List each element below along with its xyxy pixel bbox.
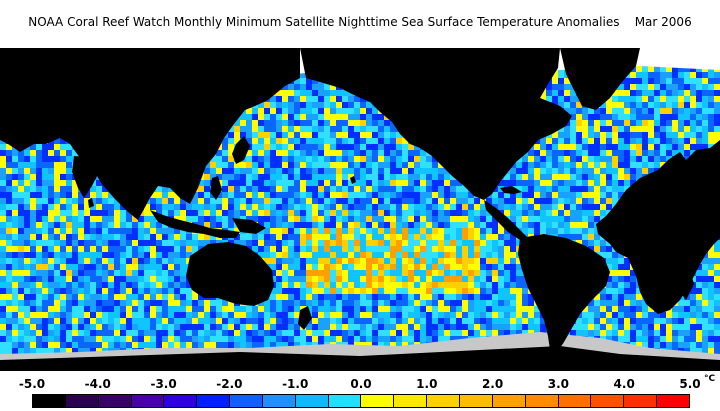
global-sst-anomaly-map: [0, 48, 720, 371]
colorbar-swatch: [164, 395, 198, 407]
colorbar-swatch: [492, 395, 526, 407]
colorbar-swatch: [65, 395, 99, 407]
colorbar-tick-labels: -5.0 -4.0 -3.0 -2.0 -1.0 0.0 1.0 2.0 3.0 4.0 5.0 °C: [0, 374, 720, 391]
colorbar-tick-label: 4.0: [613, 377, 635, 391]
colorbar-swatch: [459, 395, 493, 407]
colorbar-tick-label: -4.0: [84, 377, 111, 391]
colorbar-swatch: [197, 395, 231, 407]
colorbar-swatch: [230, 395, 263, 407]
colorbar-swatch: [427, 395, 460, 407]
colorbar: [32, 394, 690, 408]
colorbar-tick-label: 3.0: [547, 377, 570, 391]
colorbar-swatch: [394, 395, 428, 407]
colorbar-swatch: [262, 395, 296, 407]
colorbar-swatch: [525, 395, 559, 407]
colorbar-swatch: [361, 395, 395, 407]
colorbar-swatch: [657, 395, 689, 407]
colorbar-swatch: [131, 395, 165, 407]
colorbar-tick-label: -5.0: [18, 377, 46, 391]
colorbar-tick-label: 1.0: [416, 377, 438, 391]
colorbar-tick-label: 0.0: [350, 377, 372, 391]
caribbean-islands: [500, 186, 522, 194]
central-america-landmass: [484, 200, 528, 240]
japan-landmass: [232, 136, 250, 164]
philippines-landmass: [210, 176, 222, 200]
colorbar-swatch: [558, 395, 592, 407]
colorbar-swatch: [33, 395, 66, 407]
south-america-landmass: [518, 234, 610, 354]
colorbar-swatch: [328, 395, 362, 407]
europe-africa-landmass: [596, 48, 720, 314]
figure-title: NOAA Coral Reef Watch Monthly Minimum Sa…: [28, 15, 692, 29]
colorbar-swatch: [98, 395, 132, 407]
india-landmass: [72, 156, 100, 198]
eurasia-landmass: [0, 48, 300, 220]
sri-lanka-landmass: [88, 198, 94, 208]
north-america-landmass: [300, 48, 572, 200]
greenland-landmass: [560, 48, 640, 110]
madagascar-landmass: [680, 270, 694, 300]
new-guinea-landmass: [232, 218, 266, 234]
antarctica-landmass: [0, 346, 720, 371]
colorbar-swatch: [624, 395, 658, 407]
colorbar-tick-label: 5.0: [679, 377, 701, 391]
colorbar-tick-label: -3.0: [150, 377, 177, 391]
colorbar-swatch: [591, 395, 625, 407]
indonesia-islands: [150, 210, 240, 238]
colorbar-tick-label: -2.0: [216, 377, 243, 391]
australia-landmass: [186, 242, 274, 306]
colorbar-unit: °C: [704, 374, 716, 384]
colorbar-tick-label: -1.0: [282, 377, 309, 391]
hawaii-islands: [350, 176, 356, 184]
africa-west-landmass: [690, 148, 720, 238]
colorbar-tick-label: 2.0: [481, 377, 504, 391]
colorbar-swatch: [295, 395, 329, 407]
new-zealand-landmass: [298, 306, 312, 330]
